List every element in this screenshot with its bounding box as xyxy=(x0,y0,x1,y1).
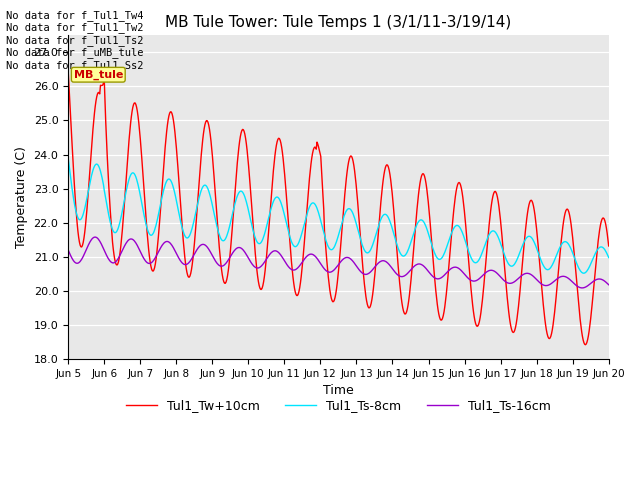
Tul1_Ts-8cm xyxy=(130,170,138,176)
Tul1_Tw+10cm xyxy=(213,215,221,221)
Tul1_Tw+10cm xyxy=(605,243,612,249)
Title: MB Tule Tower: Tule Temps 1 (3/1/11-3/19/14): MB Tule Tower: Tule Temps 1 (3/1/11-3/19… xyxy=(165,15,511,30)
Tul1_Tw+10cm xyxy=(582,342,589,348)
Tul1_Tw+10cm xyxy=(130,102,138,108)
Tul1_Ts-16cm xyxy=(64,247,72,253)
Tul1_Ts-16cm xyxy=(214,261,221,267)
X-axis label: Time: Time xyxy=(323,384,354,397)
Tul1_Ts-8cm xyxy=(404,248,412,253)
Text: No data for f_Tul1_Tw4
No data for f_Tul1_Tw2
No data for f_Tul1_Ts2
No data for: No data for f_Tul1_Tw4 No data for f_Tul… xyxy=(6,10,144,71)
Tul1_Ts-16cm xyxy=(131,238,138,244)
Tul1_Tw+10cm xyxy=(404,303,412,309)
Tul1_Tw+10cm xyxy=(420,171,428,177)
Tul1_Ts-16cm xyxy=(405,269,413,275)
Line: Tul1_Ts-16cm: Tul1_Ts-16cm xyxy=(68,237,609,288)
Tul1_Ts-8cm xyxy=(213,224,221,229)
Text: MB_tule: MB_tule xyxy=(74,70,123,80)
Line: Tul1_Tw+10cm: Tul1_Tw+10cm xyxy=(68,71,609,345)
Line: Tul1_Ts-8cm: Tul1_Ts-8cm xyxy=(68,157,609,273)
Tul1_Tw+10cm xyxy=(74,228,82,234)
Tul1_Ts-8cm xyxy=(74,215,82,221)
Y-axis label: Temperature (C): Temperature (C) xyxy=(15,146,28,248)
Tul1_Ts-8cm xyxy=(64,155,72,160)
Tul1_Ts-16cm xyxy=(579,285,586,291)
Tul1_Ts-8cm xyxy=(184,234,192,240)
Tul1_Ts-16cm xyxy=(92,234,99,240)
Tul1_Tw+10cm xyxy=(184,274,192,280)
Tul1_Ts-8cm xyxy=(605,255,612,261)
Tul1_Tw+10cm xyxy=(64,68,72,73)
Tul1_Ts-16cm xyxy=(420,264,428,270)
Tul1_Ts-8cm xyxy=(580,270,588,276)
Tul1_Ts-8cm xyxy=(420,219,428,225)
Tul1_Ts-16cm xyxy=(186,260,193,265)
Legend: Tul1_Tw+10cm, Tul1_Ts-8cm, Tul1_Ts-16cm: Tul1_Tw+10cm, Tul1_Ts-8cm, Tul1_Ts-16cm xyxy=(121,395,556,418)
Tul1_Ts-16cm xyxy=(605,282,612,288)
Tul1_Ts-16cm xyxy=(74,260,82,266)
